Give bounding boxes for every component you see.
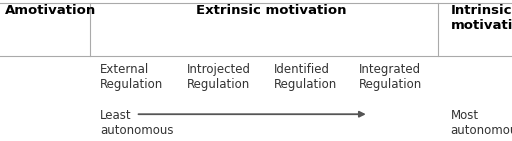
Text: Most
autonomous: Most autonomous: [451, 109, 512, 137]
Text: External
Regulation: External Regulation: [100, 63, 163, 92]
Text: Introjected
Regulation: Introjected Regulation: [187, 63, 251, 92]
Text: Integrated
Regulation: Integrated Regulation: [358, 63, 422, 92]
Text: Amotivation: Amotivation: [5, 4, 96, 17]
Text: Identified
Regulation: Identified Regulation: [274, 63, 337, 92]
Text: Intrinsic
motivation: Intrinsic motivation: [451, 4, 512, 32]
Text: Extrinsic motivation: Extrinsic motivation: [196, 4, 347, 17]
Text: Least
autonomous: Least autonomous: [100, 109, 174, 137]
